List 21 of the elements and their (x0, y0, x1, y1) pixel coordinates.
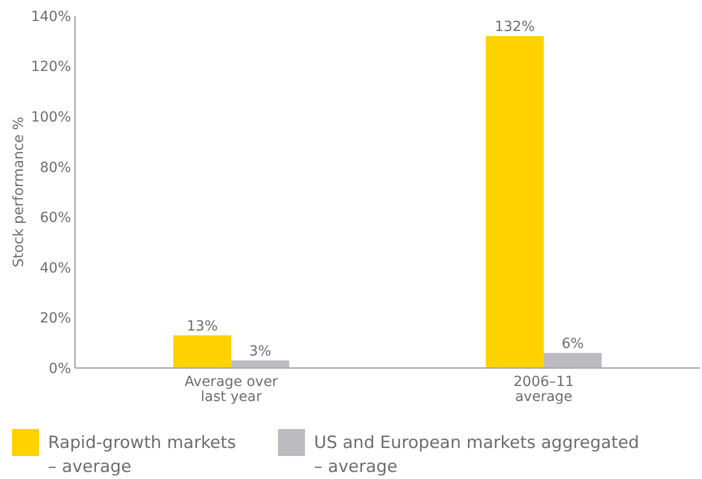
bar (544, 352, 602, 368)
y-tick-label: 0% (48, 360, 71, 377)
bar (173, 335, 232, 368)
y-tick-label: 60% (40, 210, 71, 226)
data-label: 6% (562, 336, 584, 352)
data-label: 132% (494, 19, 535, 36)
y-tick-label: 80% (40, 160, 71, 176)
bar (486, 36, 544, 368)
y-tick-label: 120% (30, 59, 71, 76)
y-tick-label: 20% (40, 310, 71, 327)
data-label: 3% (249, 343, 272, 360)
legend-label: Rapid-growth markets – average (48, 433, 236, 477)
x-tick-label: 2006–11 average (514, 374, 574, 405)
x-tick-label: Average over last year (184, 374, 278, 405)
legend-label: US and European markets aggregated – average (314, 433, 640, 477)
data-label: 13% (186, 318, 218, 334)
y-axis-title: Stock performance % (11, 116, 27, 268)
y-tick-label: 100% (30, 109, 71, 126)
y-tick-label: 140% (30, 8, 71, 25)
y-tick-label: 40% (40, 260, 71, 276)
bar (231, 360, 290, 368)
